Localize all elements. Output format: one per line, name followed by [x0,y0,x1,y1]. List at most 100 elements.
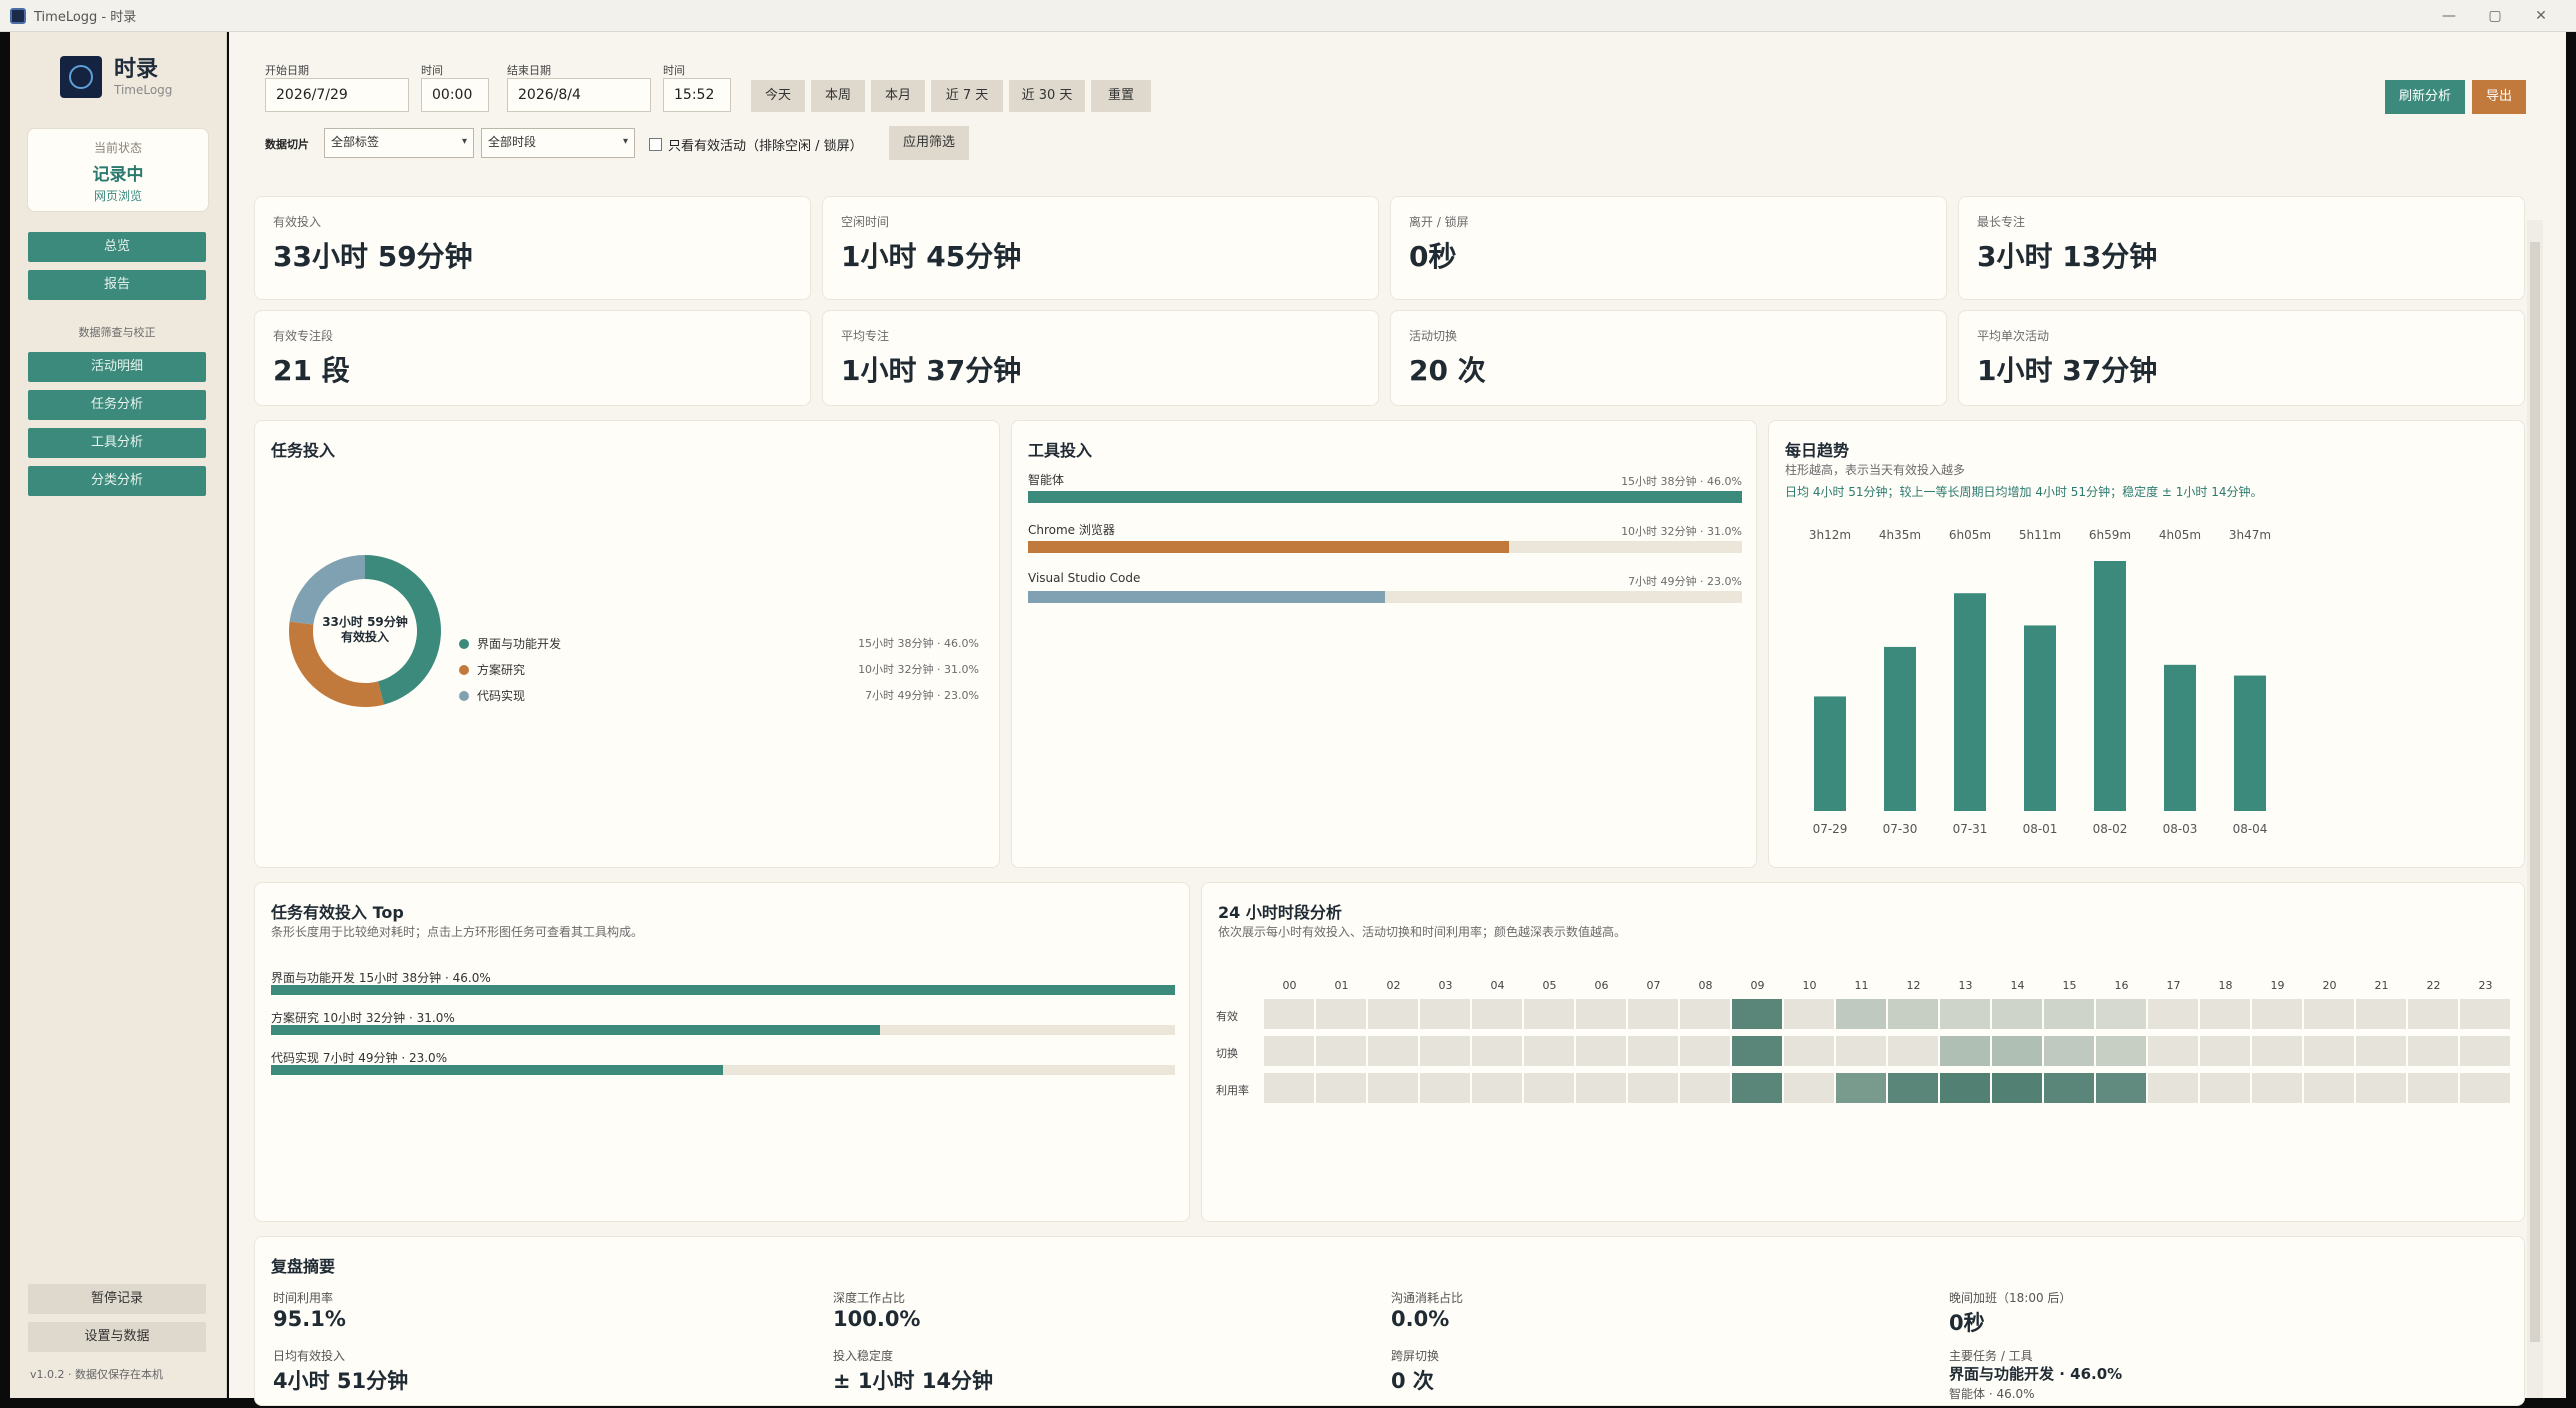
pause-record-button[interactable]: 暂停记录 [28,1284,206,1314]
legend-item[interactable]: 方案研究 10小时 32分钟 · 31.0% [459,661,979,679]
heatmap-cell[interactable] [1524,1036,1574,1066]
quick-month-button[interactable]: 本月 [871,80,925,112]
heatmap-cell[interactable] [1680,1036,1730,1066]
reset-button[interactable]: 重置 [1091,80,1151,112]
heatmap-cell[interactable] [1420,1036,1470,1066]
heatmap-cell[interactable] [2200,999,2250,1029]
heatmap-cell[interactable] [2200,1073,2250,1103]
heatmap-cell[interactable] [2460,999,2510,1029]
nav-report-button[interactable]: 报告 [28,270,206,300]
quick-30days-button[interactable]: 近 30 天 [1009,80,1085,112]
heatmap-cell[interactable] [2044,1036,2094,1066]
heatmap-cell[interactable] [2460,1036,2510,1066]
heatmap-cell[interactable] [2408,1036,2458,1066]
heatmap-cell[interactable] [1316,1036,1366,1066]
nav-tool-button[interactable]: 工具分析 [28,428,206,458]
heatmap-cell[interactable] [1264,999,1314,1029]
heatmap-cell[interactable] [1420,999,1470,1029]
heatmap-cell[interactable] [1628,999,1678,1029]
heatmap-cell[interactable] [1732,1073,1782,1103]
heatmap-cell[interactable] [1368,1073,1418,1103]
maximize-button[interactable]: ▢ [2488,8,2502,24]
heatmap-cell[interactable] [1420,1073,1470,1103]
heatmap-cell[interactable] [1836,1073,1886,1103]
main-scrollbar[interactable] [2527,220,2543,1398]
heatmap-cell[interactable] [1992,1073,2042,1103]
heatmap-cell[interactable] [2148,999,2198,1029]
trend-bar[interactable] [1954,593,1986,811]
heatmap-cell[interactable] [1836,999,1886,1029]
heatmap-cell[interactable] [2044,999,2094,1029]
heatmap-cell[interactable] [1784,1073,1834,1103]
only-active-checkbox[interactable]: 只看有效活动（排除空闲 / 锁屏） [649,135,863,154]
heatmap-cell[interactable] [1784,999,1834,1029]
nav-task-button[interactable]: 任务分析 [28,390,206,420]
trend-bar[interactable] [2024,625,2056,811]
heatmap-cell[interactable] [2044,1073,2094,1103]
heatmap-cell[interactable] [1524,1073,1574,1103]
heatmap-cell[interactable] [1784,1036,1834,1066]
heatmap-cell[interactable] [1940,1073,1990,1103]
heatmap-cell[interactable] [1680,999,1730,1029]
heatmap-cell[interactable] [2408,999,2458,1029]
heatmap-cell[interactable] [1940,1036,1990,1066]
heatmap-cell[interactable] [1732,1036,1782,1066]
nav-activity-button[interactable]: 活动明细 [28,352,206,382]
minimize-button[interactable]: — [2442,8,2456,24]
apply-filter-button[interactable]: 应用筛选 [889,126,969,160]
heatmap-cell[interactable] [1836,1036,1886,1066]
trend-bar[interactable] [1814,696,1846,811]
heatmap-cell[interactable] [1628,1036,1678,1066]
heatmap-cell[interactable] [1472,999,1522,1029]
heatmap-cell[interactable] [1732,999,1782,1029]
heatmap-cell[interactable] [1888,1073,1938,1103]
heatmap-cell[interactable] [2356,999,2406,1029]
heatmap-cell[interactable] [1888,999,1938,1029]
scrollbar-thumb[interactable] [2530,242,2540,1342]
heatmap-cell[interactable] [2252,1036,2302,1066]
heatmap-cell[interactable] [1368,1036,1418,1066]
heatmap-cell[interactable] [1992,1036,2042,1066]
quick-7days-button[interactable]: 近 7 天 [931,80,1003,112]
heatmap-cell[interactable] [2096,1036,2146,1066]
heatmap-cell[interactable] [1472,1036,1522,1066]
trend-bar[interactable] [2234,675,2266,811]
heatmap-cell[interactable] [2252,1073,2302,1103]
heatmap-cell[interactable] [2460,1073,2510,1103]
heatmap-cell[interactable] [1368,999,1418,1029]
heatmap-cell[interactable] [1316,1073,1366,1103]
trend-bar[interactable] [2094,561,2126,811]
settings-data-button[interactable]: 设置与数据 [28,1322,206,1352]
legend-item[interactable]: 代码实现 7小时 49分钟 · 23.0% [459,687,979,705]
heatmap-cell[interactable] [1576,1073,1626,1103]
heatmap-cell[interactable] [2096,999,2146,1029]
export-button[interactable]: 导出 [2472,80,2526,114]
task-donut-chart[interactable] [285,551,445,711]
heatmap-cell[interactable] [1576,999,1626,1029]
quick-today-button[interactable]: 今天 [751,80,805,112]
period-select[interactable]: 全部时段 ▾ [481,128,635,158]
heatmap-cell[interactable] [1888,1036,1938,1066]
checkbox-box[interactable] [649,138,662,151]
heatmap-cell[interactable] [2304,999,2354,1029]
heatmap-cell[interactable] [1940,999,1990,1029]
tag-select[interactable]: 全部标签 ▾ [324,128,474,158]
heatmap-cell[interactable] [1628,1073,1678,1103]
heatmap-cell[interactable] [2408,1073,2458,1103]
heatmap-cell[interactable] [1524,999,1574,1029]
end-time-input[interactable]: 15:52 [663,78,731,112]
trend-bar[interactable] [2164,664,2196,811]
donut-slice[interactable] [365,555,441,705]
heatmap-cell[interactable] [2096,1073,2146,1103]
heatmap-cell[interactable] [2148,1036,2198,1066]
heatmap-cell[interactable] [2356,1073,2406,1103]
close-button[interactable]: ✕ [2535,8,2547,24]
heatmap-cell[interactable] [1680,1073,1730,1103]
end-date-input[interactable]: 2026/8/4 [507,78,651,112]
heatmap-cell[interactable] [1316,999,1366,1029]
nav-category-button[interactable]: 分类分析 [28,466,206,496]
heatmap-cell[interactable] [1472,1073,1522,1103]
heatmap-cell[interactable] [2304,1073,2354,1103]
refresh-analysis-button[interactable]: 刷新分析 [2385,80,2465,114]
heatmap-cell[interactable] [1576,1036,1626,1066]
